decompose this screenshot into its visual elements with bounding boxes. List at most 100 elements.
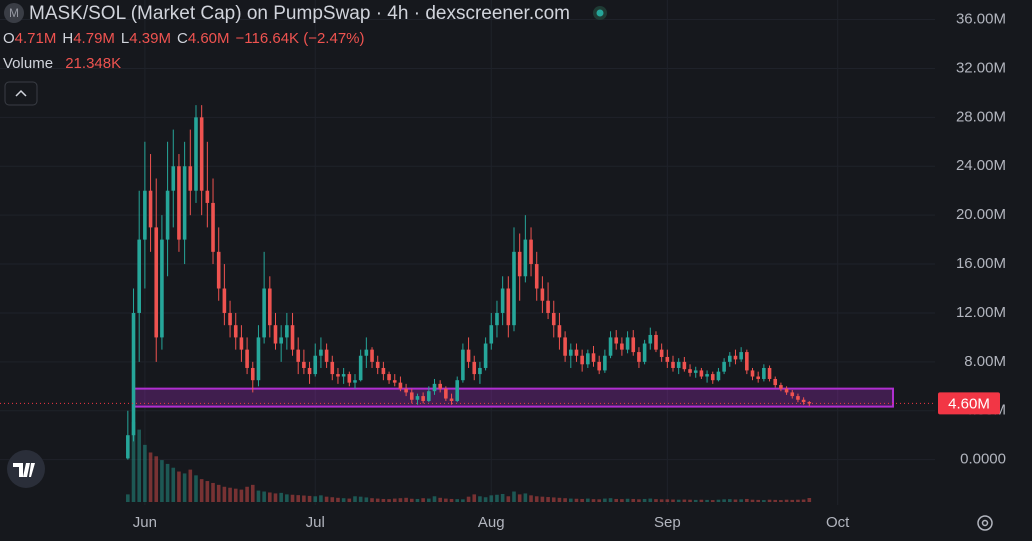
volume-bar [790,499,795,502]
candle-body [597,361,601,371]
tv-logo[interactable] [7,450,45,488]
volume-bar [449,498,454,502]
volume-bar [353,496,357,502]
volume-bar [324,496,329,502]
volume-bar [370,498,374,502]
volume-bar [495,494,499,502]
candle-body [801,399,806,403]
candle-body [194,117,198,191]
candle-body [699,370,704,377]
volume-bar [455,499,460,502]
candle-body [688,369,692,373]
candle-body [620,343,624,350]
candle-body [716,371,721,381]
settings-button[interactable] [977,515,993,531]
volume-bar [171,467,176,502]
volume-bar [727,499,732,502]
candle-body [245,349,249,368]
candle-body [512,251,516,326]
ohlc-key: O [3,30,15,47]
volume-label: Volume [3,55,53,72]
ohlc-value: 4.71M [15,30,57,47]
candle-body [551,312,556,326]
header: M MASK/SOL (Market Cap) on PumpSwap · 4h… [3,3,607,106]
y-tick-label: 12.00M [956,304,1006,321]
candle-body [273,325,278,344]
volume-bar [500,494,505,502]
volume-bar [676,499,681,502]
volume-bar [148,452,153,502]
volume-bar [739,499,743,502]
volume-value: 21.348K [65,55,121,72]
volume-bar [313,496,318,502]
volume-bar [659,499,664,502]
volume-bar [773,499,778,502]
candle-body [307,367,312,375]
volume-bar [489,495,494,502]
candle-body [228,312,232,326]
collapse-button[interactable] [4,81,38,106]
volume-bar [273,493,278,502]
volume-bar [398,498,403,502]
volume-bar [597,499,601,502]
candle-body [387,374,391,381]
volume-bar [432,496,437,502]
candle-body [381,367,386,375]
candle-body [432,383,437,392]
volume-bar [529,495,533,502]
volume-bar [409,498,414,502]
candle-body [779,385,783,389]
candle-body [233,325,238,338]
volume-bar [415,498,420,502]
candle-body [608,337,613,356]
candle-body [341,374,346,377]
candle-body [126,435,130,459]
pair-icon-letter: M [9,6,19,20]
volume-bar [256,490,261,502]
y-tick-label: 0.0000 [960,451,1006,468]
candle-body [324,349,329,362]
change-value: −116.64K (−2.47%) [236,30,365,47]
candle-body [654,334,658,350]
candle-body [370,349,374,362]
volume-bar [574,498,579,502]
candle-body [693,370,698,373]
volume-bar [631,498,636,502]
candle-body [722,361,726,372]
volume-bar [722,499,726,502]
ohlc-key: C [177,30,188,47]
candle-body [637,352,641,362]
y-tick-label: 16.00M [956,255,1006,272]
candle-body [131,312,136,436]
last-price-box [938,392,1000,415]
y-tick-label: 24.00M [956,157,1006,174]
volume-bar [154,456,159,502]
volume-bar [205,481,210,502]
candle-body [296,349,301,362]
volume-bar [756,499,760,502]
candle-body [330,361,335,375]
x-tick-label: Oct [826,514,850,531]
volume-bar [438,497,442,502]
candle-body [313,355,318,375]
candle-body [472,361,477,375]
candle-body [290,325,295,350]
candle-body [489,325,494,344]
volume-bar [466,496,471,502]
candle-body [478,367,482,375]
volume-bar [568,498,573,502]
candle-body [461,349,465,381]
volume-bar [671,499,675,502]
chart-title: MASK/SOL (Market Cap) on PumpSwap · 4h ·… [29,3,570,24]
candle-body [177,166,181,240]
candle-body [455,380,460,401]
volume-bar [126,494,130,502]
volume-bar [534,496,539,502]
volume-bar [239,489,244,502]
volume-bar [705,499,709,502]
volume-bar [182,473,187,502]
volume-bar [523,493,528,502]
volume-bar [779,500,783,502]
candle-body [762,367,766,379]
